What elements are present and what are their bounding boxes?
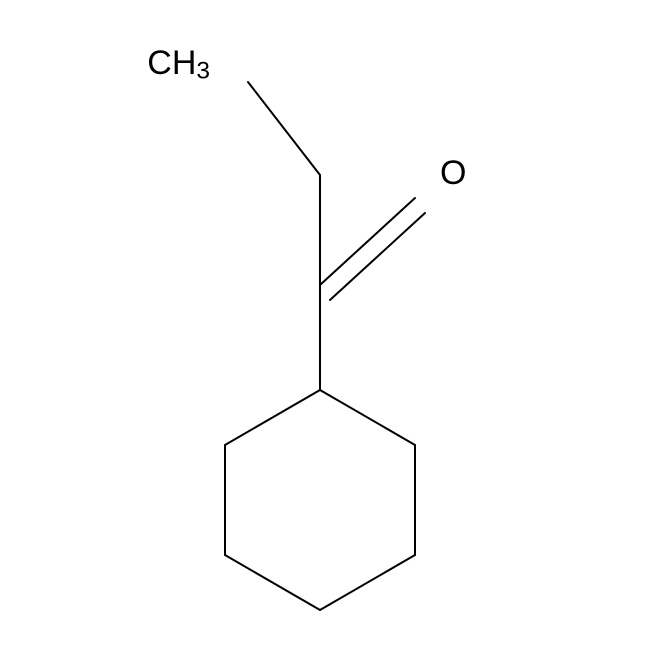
bond xyxy=(248,82,320,175)
atom-label-ch3: CH3 xyxy=(147,44,210,85)
bond xyxy=(225,390,320,445)
bonds xyxy=(225,82,425,610)
bond xyxy=(330,213,425,300)
bond xyxy=(320,390,415,445)
atom-labels: CH3 O xyxy=(147,44,466,192)
atom-label-o: O xyxy=(440,154,466,192)
bond xyxy=(320,198,415,285)
bond xyxy=(320,555,415,610)
chemical-structure-diagram: CH3 O xyxy=(0,0,650,650)
bond xyxy=(225,555,320,610)
